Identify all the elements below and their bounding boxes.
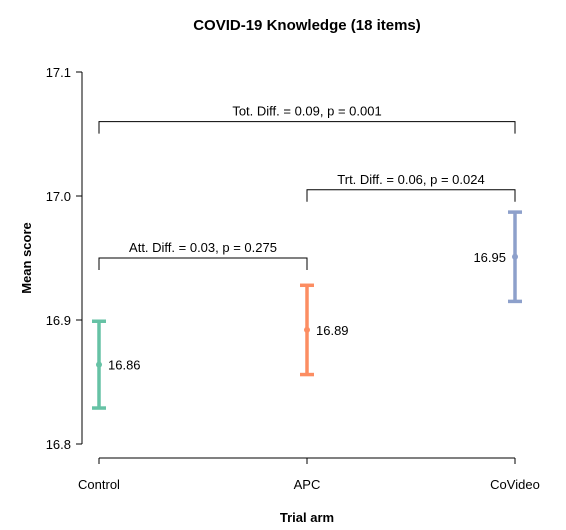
bracket-line [99,122,515,134]
bracket-line [307,190,515,202]
mean-value-label: 16.86 [108,358,141,373]
mean-value-label: 16.95 [473,250,506,265]
comparison-bracket: Tot. Diff. = 0.09, p = 0.001 [99,104,515,134]
x-axis-label: Trial arm [280,510,334,525]
comparison-bracket: Trt. Diff. = 0.06, p = 0.024 [307,172,515,202]
bracket-label: Tot. Diff. = 0.09, p = 0.001 [232,104,381,119]
y-tick-label: 17.0 [46,189,71,204]
bracket-line [99,258,307,270]
y-tick-label: 16.8 [46,437,71,452]
y-axis: 16.8 16.9 17.0 17.1 [46,65,82,452]
error-bar: 16.95 [473,212,522,301]
x-tick-label: APC [294,477,321,492]
y-tick-label: 17.1 [46,65,71,80]
mean-point [512,254,518,260]
mean-value-label: 16.89 [316,323,349,338]
x-tick-label: CoVideo [490,477,540,492]
mean-point [304,327,310,333]
error-bar: 16.89 [300,285,349,374]
comparison-brackets: Att. Diff. = 0.03, p = 0.275 Trt. Diff. =… [99,104,515,270]
y-axis-label: Mean score [19,222,34,294]
error-bar: 16.86 [92,321,141,408]
bracket-label: Trt. Diff. = 0.06, p = 0.024 [337,172,484,187]
x-axis: Control APC CoVideo [78,458,540,492]
y-tick-label: 16.9 [46,313,71,328]
comparison-bracket: Att. Diff. = 0.03, p = 0.275 [99,240,307,270]
x-tick-label: Control [78,477,120,492]
bracket-label: Att. Diff. = 0.03, p = 0.275 [129,240,277,255]
mean-point [96,362,102,368]
chart-title: COVID-19 Knowledge (18 items) [193,17,421,34]
